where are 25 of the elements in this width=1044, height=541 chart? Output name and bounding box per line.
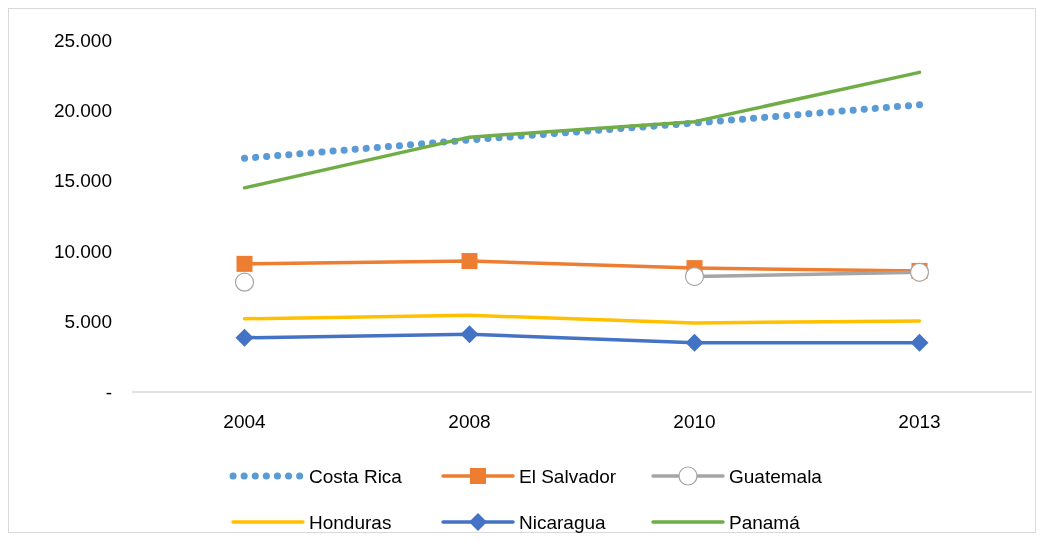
legend-label: Nicaragua	[519, 511, 607, 533]
point	[235, 328, 254, 347]
point	[910, 333, 929, 352]
y-tick-label: 20.000	[53, 100, 112, 122]
y-tick-label: 5.000	[64, 311, 112, 333]
point	[460, 325, 479, 344]
x-tick-label: 2010	[673, 411, 716, 432]
legend-label: Honduras	[309, 511, 392, 533]
point	[461, 253, 478, 270]
y-tick-label: -	[105, 381, 112, 403]
line-series	[242, 70, 922, 190]
point	[236, 255, 253, 272]
x-tick-label: 2008	[448, 411, 491, 432]
y-tick-label: 25.000	[53, 29, 112, 51]
legend-label: El Salvador	[519, 465, 617, 487]
x-tick-label: 2004	[223, 411, 267, 432]
x-tick-label: 2013	[898, 411, 941, 432]
line-series	[242, 313, 922, 325]
legend-label: Panamá	[729, 511, 801, 533]
y-tick-label: 10.000	[53, 240, 112, 262]
legend-label: Costa Rica	[309, 465, 403, 487]
legend-label: Guatemala	[729, 465, 823, 487]
point	[685, 333, 704, 352]
y-tick-label: 15.000	[53, 170, 112, 192]
point	[684, 266, 705, 287]
